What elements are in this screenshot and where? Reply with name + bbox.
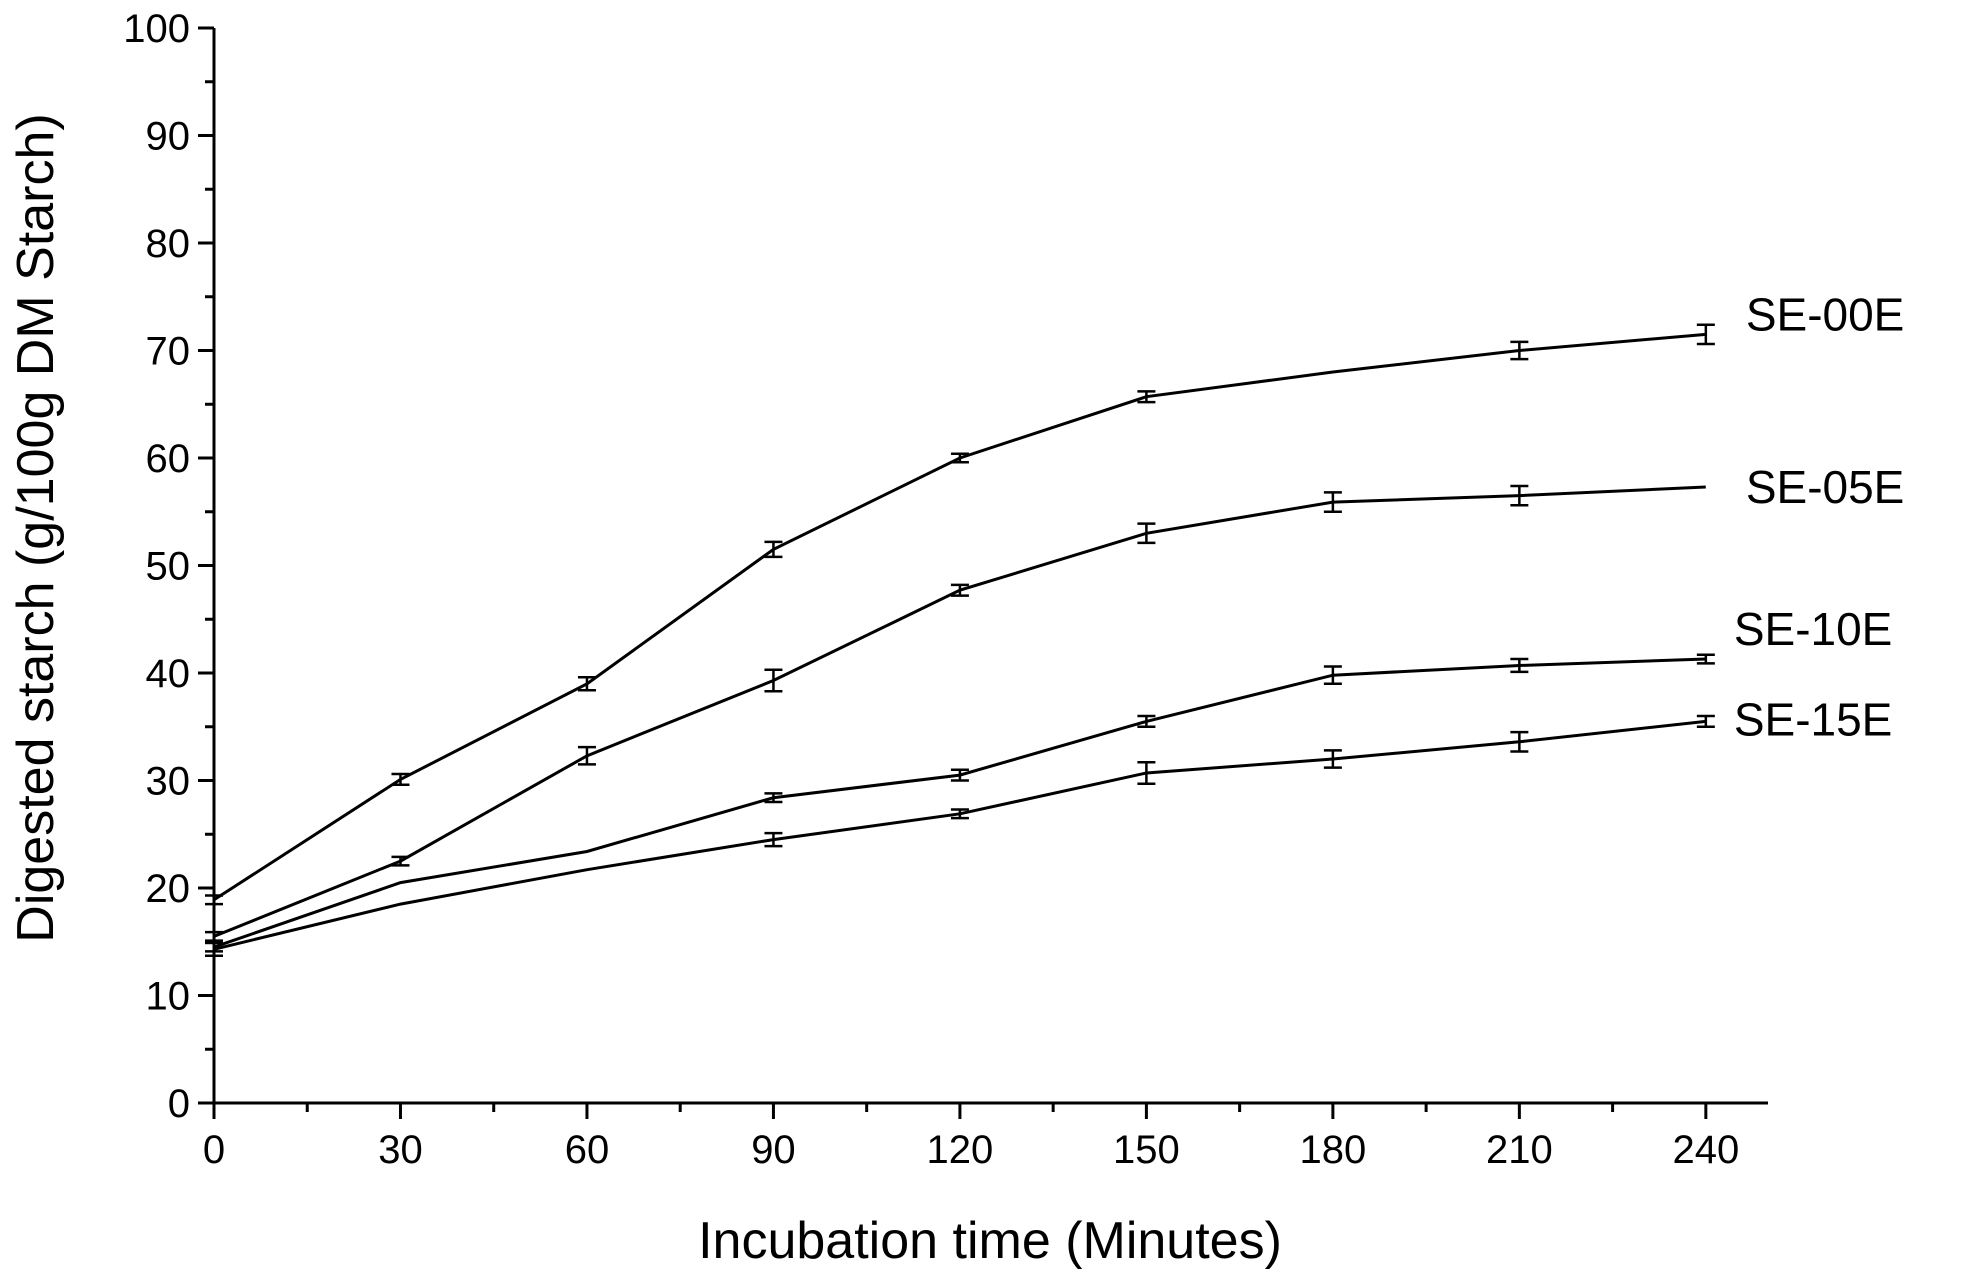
series-label: SE-05E <box>1746 461 1905 513</box>
x-tick-label: 120 <box>927 1128 994 1172</box>
x-axis-title: Incubation time (Minutes) <box>698 1212 1282 1270</box>
y-tick-label: 60 <box>146 437 191 481</box>
y-tick-label: 10 <box>146 975 191 1019</box>
x-tick-label: 210 <box>1486 1128 1553 1172</box>
y-tick-label: 100 <box>123 7 190 51</box>
series-label: SE-00E <box>1746 288 1905 340</box>
series-se-15e: SE-15E <box>205 693 1893 957</box>
series-label: SE-10E <box>1734 603 1893 655</box>
y-tick-label: 30 <box>146 760 191 804</box>
y-tick-label: 80 <box>146 222 191 266</box>
y-axis-title: Digested starch (g/100g DM Starch) <box>7 113 65 942</box>
x-tick-label: 180 <box>1300 1128 1367 1172</box>
series-line <box>213 657 1706 949</box>
y-tick-label: 70 <box>146 330 191 374</box>
x-tick-label: 60 <box>565 1128 610 1172</box>
series-label: SE-15E <box>1734 693 1893 745</box>
y-tick-label: 20 <box>146 867 191 911</box>
series-line <box>213 719 1706 951</box>
series-se-10e: SE-10E <box>205 603 1893 953</box>
ticks: 0 10 20 30 40 50 60 70 80 90 100 0 30 60 90 120 150 180 21… <box>123 7 1739 1172</box>
series-se-00e: SE-00E <box>205 288 1905 906</box>
series-line <box>213 485 1706 938</box>
x-tick-label: 240 <box>1672 1128 1739 1172</box>
x-tick-label: 90 <box>751 1128 796 1172</box>
x-tick-label: 0 <box>203 1128 225 1172</box>
y-tick-label: 40 <box>146 652 191 696</box>
series-group: SE-00E SE-05E SE-10E SE-15E <box>205 288 1905 957</box>
axes <box>212 28 1768 1105</box>
y-tick-label: 0 <box>168 1082 190 1126</box>
y-tick-label: 90 <box>146 115 191 159</box>
series-se-05e: SE-05E <box>205 461 1905 942</box>
x-tick-label: 150 <box>1113 1128 1180 1172</box>
x-tick-label: 30 <box>378 1128 423 1172</box>
y-tick-label: 50 <box>146 545 191 589</box>
